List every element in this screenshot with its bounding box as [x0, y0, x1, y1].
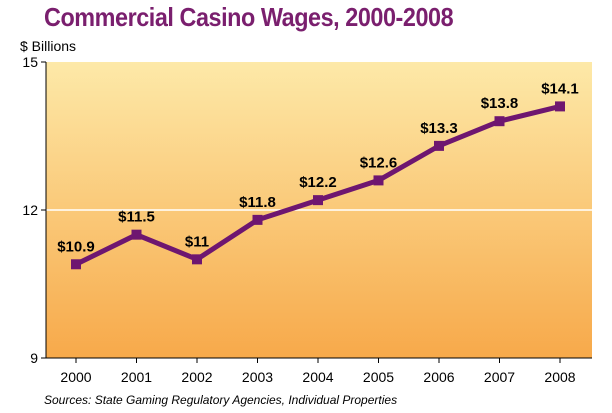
data-point-2002	[192, 254, 202, 265]
data-label-2003: $11.8	[239, 194, 276, 211]
y-tick-label-9: 9	[30, 350, 38, 366]
x-tick-label-2001: 2001	[121, 369, 152, 385]
x-tick-label-2008: 2008	[544, 369, 575, 385]
x-tick-label-2000: 2000	[60, 369, 91, 385]
data-label-2001: $11.5	[118, 209, 155, 226]
x-tick-label-2002: 2002	[181, 369, 212, 385]
chart-title: Commercial Casino Wages, 2000-2008	[44, 2, 454, 32]
data-point-2004	[313, 195, 323, 206]
data-label-2004: $12.2	[299, 174, 337, 191]
x-tick-label-2005: 2005	[363, 369, 394, 385]
data-label-2006: $13.3	[420, 120, 458, 137]
x-tick-label-2006: 2006	[423, 369, 454, 385]
data-point-2001	[131, 229, 142, 240]
data-label-2008: $14.1	[541, 80, 579, 97]
data-point-2008	[555, 101, 565, 112]
x-tick-label-2003: 2003	[242, 369, 273, 385]
data-label-2007: $13.8	[481, 95, 519, 112]
x-tick-label-2007: 2007	[484, 369, 515, 385]
data-point-2007	[494, 116, 505, 127]
data-point-2005	[373, 175, 384, 186]
x-tick-label-2004: 2004	[302, 369, 333, 385]
chart-source-note: Sources: State Gaming Regulatory Agencie…	[44, 393, 398, 407]
data-label-2002: $11	[185, 233, 209, 250]
data-point-2006	[434, 140, 444, 151]
y-tick-label-12: 12	[22, 202, 38, 218]
data-point-2000	[71, 259, 81, 270]
y-tick-label-15: 15	[22, 54, 38, 70]
y-axis-label: $ Billions	[20, 38, 77, 54]
data-label-2005: $12.6	[360, 154, 398, 171]
data-point-2003	[252, 214, 263, 225]
data-label-2000: $10.9	[57, 238, 95, 255]
